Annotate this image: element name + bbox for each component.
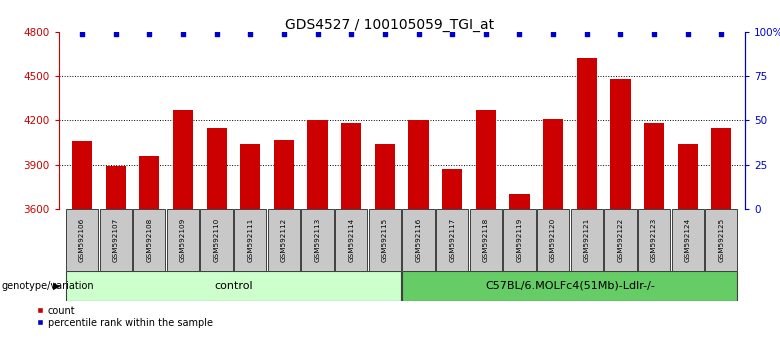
Legend: count, percentile rank within the sample: count, percentile rank within the sample bbox=[36, 306, 213, 328]
Bar bbox=[509, 194, 530, 209]
Text: genotype/variation: genotype/variation bbox=[2, 281, 94, 291]
Text: control: control bbox=[215, 281, 253, 291]
Bar bbox=[369, 209, 401, 271]
Point bbox=[143, 31, 155, 36]
Bar bbox=[409, 120, 429, 209]
Bar bbox=[207, 128, 227, 209]
Bar bbox=[66, 271, 401, 301]
Text: GSM592110: GSM592110 bbox=[214, 218, 220, 262]
Text: ▶: ▶ bbox=[53, 281, 61, 291]
Point bbox=[211, 31, 223, 36]
Bar bbox=[140, 156, 159, 209]
Bar bbox=[105, 166, 126, 209]
Point bbox=[177, 31, 190, 36]
Point bbox=[244, 31, 257, 36]
Bar bbox=[638, 209, 670, 271]
Bar bbox=[402, 209, 434, 271]
Text: GSM592125: GSM592125 bbox=[718, 218, 725, 262]
Bar bbox=[537, 209, 569, 271]
Bar bbox=[200, 209, 232, 271]
Point bbox=[109, 31, 122, 36]
Bar bbox=[711, 128, 732, 209]
Text: GSM592107: GSM592107 bbox=[112, 218, 119, 262]
Point bbox=[715, 31, 728, 36]
Bar bbox=[173, 110, 193, 209]
Point bbox=[648, 31, 661, 36]
Point bbox=[76, 31, 88, 36]
Text: GSM592111: GSM592111 bbox=[247, 218, 254, 262]
Bar bbox=[72, 141, 92, 209]
Text: GSM592112: GSM592112 bbox=[281, 218, 287, 262]
Bar bbox=[672, 209, 704, 271]
Text: GSM592121: GSM592121 bbox=[583, 218, 590, 262]
Bar bbox=[644, 123, 664, 209]
Text: GSM592118: GSM592118 bbox=[483, 218, 489, 262]
Bar bbox=[470, 209, 502, 271]
Bar bbox=[604, 209, 636, 271]
Bar bbox=[705, 209, 738, 271]
Text: GSM592119: GSM592119 bbox=[516, 218, 523, 262]
Bar bbox=[374, 144, 395, 209]
Point bbox=[345, 31, 357, 36]
Text: GSM592123: GSM592123 bbox=[651, 218, 657, 262]
Point bbox=[311, 31, 324, 36]
Bar bbox=[335, 209, 367, 271]
Bar bbox=[442, 169, 463, 209]
Point bbox=[580, 31, 593, 36]
Bar bbox=[610, 79, 630, 209]
Point bbox=[378, 31, 391, 36]
Bar bbox=[476, 110, 496, 209]
Text: C57BL/6.MOLFc4(51Mb)-Ldlr-/-: C57BL/6.MOLFc4(51Mb)-Ldlr-/- bbox=[485, 281, 655, 291]
Bar bbox=[234, 209, 267, 271]
Bar bbox=[576, 58, 597, 209]
Text: GSM592116: GSM592116 bbox=[416, 218, 421, 262]
Bar bbox=[402, 271, 738, 301]
Point bbox=[413, 31, 425, 36]
Bar bbox=[503, 209, 536, 271]
Bar bbox=[543, 119, 563, 209]
Bar bbox=[436, 209, 468, 271]
Point bbox=[278, 31, 290, 36]
Bar bbox=[66, 209, 98, 271]
Bar bbox=[268, 209, 300, 271]
Text: GSM592113: GSM592113 bbox=[314, 218, 321, 262]
Point bbox=[446, 31, 459, 36]
Text: GSM592120: GSM592120 bbox=[550, 218, 556, 262]
Bar bbox=[571, 209, 603, 271]
Point bbox=[513, 31, 526, 36]
Bar bbox=[274, 139, 294, 209]
Point bbox=[480, 31, 492, 36]
Point bbox=[614, 31, 626, 36]
Text: GSM592106: GSM592106 bbox=[79, 218, 85, 262]
Text: GSM592124: GSM592124 bbox=[685, 218, 691, 262]
Bar bbox=[100, 209, 132, 271]
Text: GSM592109: GSM592109 bbox=[180, 218, 186, 262]
Bar bbox=[341, 123, 361, 209]
Text: GSM592115: GSM592115 bbox=[382, 218, 388, 262]
Text: GSM592117: GSM592117 bbox=[449, 218, 456, 262]
Bar bbox=[301, 209, 334, 271]
Point bbox=[547, 31, 559, 36]
Text: GSM592122: GSM592122 bbox=[618, 218, 623, 262]
Bar bbox=[167, 209, 199, 271]
Text: GSM592108: GSM592108 bbox=[147, 218, 152, 262]
Bar bbox=[240, 144, 261, 209]
Text: GDS4527 / 100105059_TGI_at: GDS4527 / 100105059_TGI_at bbox=[285, 18, 495, 32]
Bar bbox=[678, 144, 698, 209]
Bar bbox=[307, 120, 328, 209]
Bar bbox=[133, 209, 165, 271]
Point bbox=[682, 31, 694, 36]
Text: GSM592114: GSM592114 bbox=[348, 218, 354, 262]
